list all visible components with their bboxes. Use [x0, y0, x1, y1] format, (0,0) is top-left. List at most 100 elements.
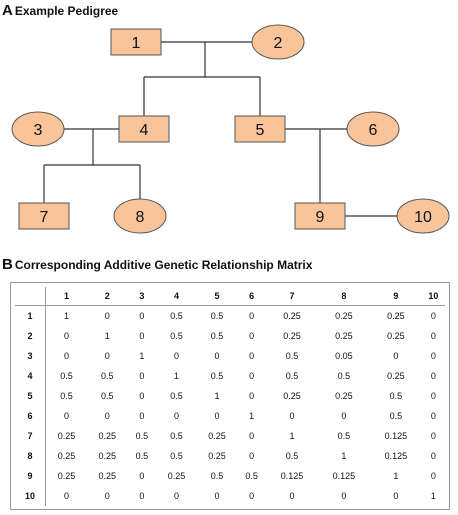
matrix-cell: 1: [64, 311, 70, 321]
matrix-cell: 0: [139, 371, 145, 381]
matrix-cell: 0.5: [170, 391, 183, 401]
matrix-cell: 0.25: [283, 391, 301, 401]
matrix-cell: 0: [104, 351, 110, 361]
matrix-cell: 0: [214, 491, 220, 501]
matrix-row: 7 0.25 0.25 0.5 0.5 0.25 0 1 0.5 0.125 0: [15, 426, 445, 446]
matrix-cell: 0.25: [208, 431, 226, 441]
matrix-cell: 0: [393, 491, 399, 501]
matrix-cell: 0.125: [280, 471, 304, 481]
pedigree-diagram: 1 2 3 4 5 6 7 8 9 10: [11, 24, 450, 234]
matrix-cell: 0: [174, 491, 180, 501]
matrix-cell: 0: [249, 431, 255, 441]
matrix-cell: 0.5: [285, 351, 299, 361]
matrix-cell: 1: [289, 431, 295, 441]
matrix-cell: 0.25: [57, 451, 76, 461]
matrix-cell: 0: [341, 491, 347, 501]
matrix-col-header: 10: [421, 287, 445, 306]
matrix-cell: 0: [139, 391, 145, 401]
matrix-cell: 0.25: [335, 391, 353, 401]
matrix-cell: 0: [104, 491, 110, 501]
matrix-cell: 0: [430, 391, 436, 401]
matrix-cell: 0: [64, 491, 70, 501]
matrix-cell: 0.25: [387, 371, 405, 381]
matrix-cell: 1: [214, 391, 220, 401]
matrix-cell: 0.25: [387, 311, 405, 321]
matrix-cell: 0.25: [387, 331, 405, 341]
matrix-col-header: 3: [127, 287, 157, 306]
female-circle: [11, 111, 65, 147]
matrix-row-header: 1: [15, 305, 46, 326]
matrix-cell: 0.25: [208, 451, 226, 461]
matrix-cell: 0: [249, 491, 255, 501]
matrix-cell: 0.5: [210, 331, 224, 341]
female-circle: [396, 198, 450, 234]
matrix-cell: 0: [139, 491, 145, 501]
matrix-cell: 0: [249, 331, 255, 341]
matrix-col-header: 9: [369, 287, 422, 306]
male-square: [110, 28, 162, 56]
pedigree-panel: A Example Pedigree 1 2 3 4 5 6 7 8 9 10: [0, 0, 458, 250]
matrix-col-header: 8: [317, 287, 370, 306]
matrix-cell: 0.25: [57, 431, 76, 441]
matrix-cell: 0: [430, 451, 436, 461]
matrix-cell: 0: [249, 371, 255, 381]
matrix-cell: 0.5: [101, 371, 114, 381]
matrix-row: 6 0 0 0 0 0 1 0 0 0.5 0: [15, 406, 445, 426]
matrix-cell: 0.5: [210, 471, 224, 481]
matrix-cell: 0.25: [283, 331, 301, 341]
panel-letter-b: B: [2, 256, 13, 273]
pedigree-title-text: Example Pedigree: [14, 4, 119, 18]
individual-id-label: 6: [369, 122, 378, 139]
matrix-cell: 0.5: [389, 411, 403, 421]
matrix-cell: 0: [64, 331, 70, 341]
matrix-cell: 0.25: [98, 471, 117, 481]
individual-id-label: 3: [34, 122, 43, 139]
matrix-cell: 0.25: [98, 431, 117, 441]
matrix-row-header: 3: [15, 346, 46, 366]
individual-id-label: 5: [256, 122, 265, 139]
matrix-cell: 0.5: [60, 391, 73, 401]
matrix-cell: 0: [430, 411, 436, 421]
female-circle: [113, 198, 167, 234]
matrix-row: 9 0.25 0.25 0 0.25 0.5 0.5 0.125 0.125 1 0: [15, 466, 445, 486]
individual-id-label: 1: [132, 35, 141, 52]
matrix-cell: 0: [249, 451, 255, 461]
matrix-cell: 0: [174, 351, 180, 361]
matrix-row: 10 0 0 0 0 0 0 0 0 0 1: [15, 486, 445, 506]
matrix-cell: 0.125: [384, 451, 408, 461]
matrix-cell: 0.125: [384, 431, 408, 441]
matrix-cell: 0.5: [170, 331, 183, 341]
matrix-cell: 1: [249, 411, 255, 421]
matrix-cell: 0: [64, 411, 70, 421]
pedigree-title: A Example Pedigree: [2, 2, 118, 19]
matrix-col-header: 7: [266, 287, 318, 306]
matrix-title-text: Corresponding Additive Genetic Relations…: [14, 258, 313, 272]
matrix-row: 8 0.25 0.25 0.5 0.5 0.25 0 0.5 1 0.125 0: [15, 446, 445, 466]
matrix-cell: 0: [174, 411, 180, 421]
matrix-cell: 0: [289, 491, 295, 501]
matrix-cell: 0: [139, 311, 145, 321]
male-square: [118, 115, 170, 143]
matrix-cell: 0.5: [170, 451, 183, 461]
matrix-cell: 0.25: [98, 451, 117, 461]
matrix-row: 2 0 1 0 0.5 0.5 0 0.25 0.25 0.25 0: [15, 326, 445, 346]
matrix-col-header: 4: [156, 287, 197, 306]
matrix-cell: 0.125: [332, 471, 356, 481]
male-square: [294, 202, 346, 230]
matrix-col-header: 6: [237, 287, 267, 306]
matrix-cell: 0.25: [283, 311, 301, 321]
matrix-cell: 0.05: [335, 351, 353, 361]
matrix-cell: 0.5: [337, 371, 351, 381]
matrix-body: 1 1 0 0 0.5 0.5 0 0.25 0.25 0.25 0 2 0 1 0 0.5 0.5 0 0.25 0…: [15, 305, 445, 506]
matrix-cell: 0: [289, 411, 295, 421]
matrix-cell: 0.5: [210, 311, 224, 321]
individual-id-label: 9: [316, 209, 325, 226]
individual-id-label: 2: [274, 35, 283, 52]
matrix-cell: 1: [341, 451, 347, 461]
matrix-cell: 1: [104, 331, 110, 341]
matrix-cell: 0: [139, 411, 145, 421]
matrix-row: 4 0.5 0.5 0 1 0.5 0 0.5 0.5 0.25 0: [15, 366, 445, 386]
matrix-cell: 0.25: [167, 471, 186, 481]
male-square: [18, 202, 70, 230]
matrix-row-header: 2: [15, 326, 46, 346]
